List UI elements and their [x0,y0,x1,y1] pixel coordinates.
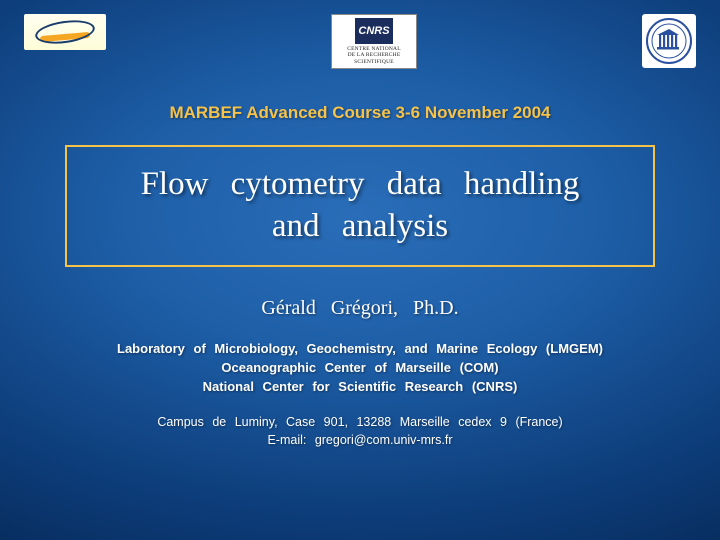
contact-line-2: E-mail: gregori@com.univ-mrs.fr [0,431,720,449]
logo-row: CNRS CENTRE NATIONAL DE LA RECHERCHE SCI… [0,0,720,69]
cnrs-caption-line3: SCIENTIFIQUE [334,59,414,65]
course-line: MARBEF Advanced Course 3-6 November 2004 [0,103,720,123]
contact-block: Campus de Luminy, Case 901, 13288 Marsei… [0,413,720,449]
affil-line-1: Laboratory of Microbiology, Geochemistry… [0,340,720,359]
logo-com [24,14,106,50]
logo-university [642,14,696,68]
affil-line-3: National Center for Scientific Research … [0,378,720,397]
author-line: Gérald Grégori, Ph.D. [0,297,720,320]
logo-cnrs: CNRS CENTRE NATIONAL DE LA RECHERCHE SCI… [331,14,417,69]
cnrs-mark: CNRS [355,18,393,44]
title-line-2: and analysis [79,205,641,247]
affil-line-2: Oceanographic Center of Marseille (COM) [0,359,720,378]
affiliation-block: Laboratory of Microbiology, Geochemistry… [0,340,720,397]
title-line-1: Flow cytometry data handling [79,163,641,205]
contact-line-1: Campus de Luminy, Case 901, 13288 Marsei… [0,413,720,431]
title-box: Flow cytometry data handling and analysi… [65,145,655,267]
